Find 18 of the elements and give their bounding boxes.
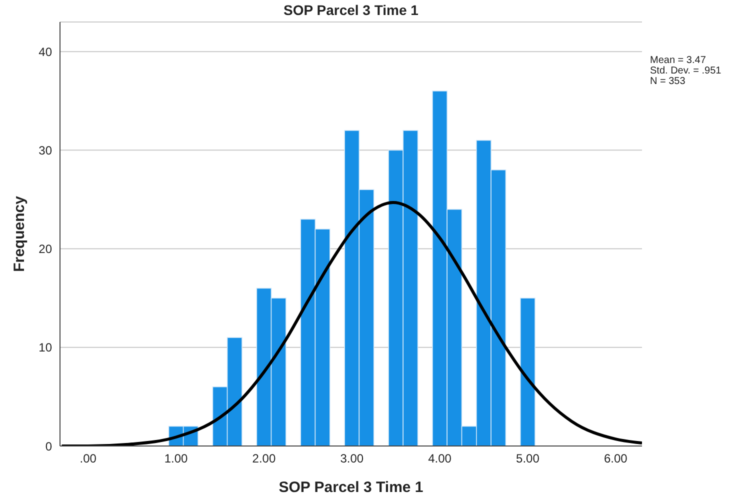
y-tick-label: 30: [38, 143, 52, 158]
x-axis-title: SOP Parcel 3 Time 1: [278, 479, 424, 496]
x-tick-label: .00: [80, 452, 97, 466]
x-tick-label: 3.00: [340, 452, 364, 466]
x-tick-label: 1.00: [164, 452, 188, 466]
x-tick-label: 2.00: [252, 452, 276, 466]
x-tick-label: 6.00: [604, 452, 628, 466]
x-tick-label: 5.00: [516, 452, 540, 466]
text: Std. Dev. = .951: [650, 66, 722, 76]
text: Mean = 3.47: [650, 55, 706, 66]
y-tick-label: 40: [38, 44, 52, 59]
y-tick-label: 10: [38, 340, 52, 355]
y-tick-label: 0: [45, 439, 52, 454]
y-axis-title: Frequency: [11, 195, 28, 272]
text: N = 353: [650, 76, 686, 87]
chart-title: SOP Parcel 3 Time 1: [284, 2, 419, 18]
y-tick-label: 20: [38, 242, 52, 256]
x-tick-label: 4.00: [428, 452, 452, 466]
